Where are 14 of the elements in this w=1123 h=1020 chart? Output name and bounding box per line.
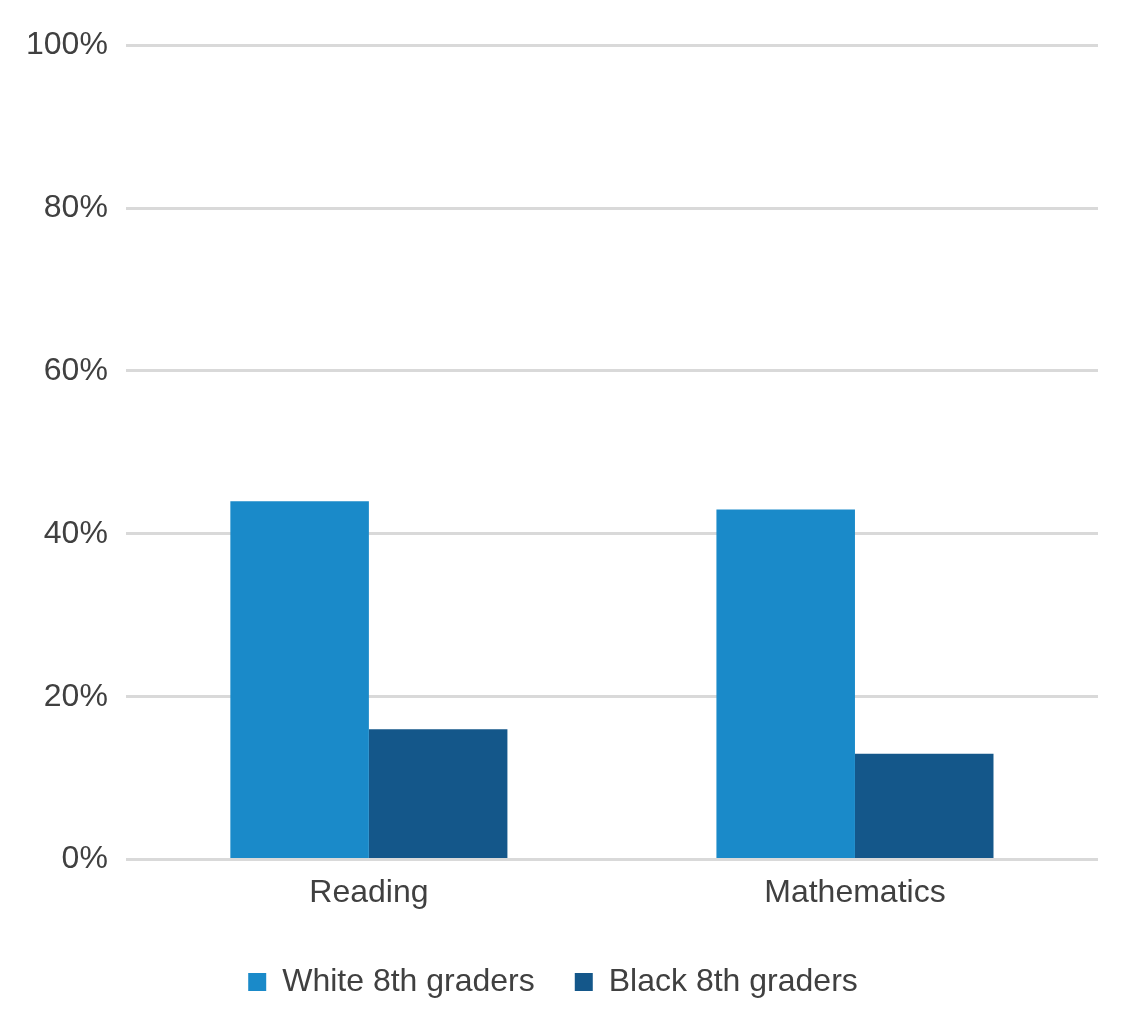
bar — [230, 501, 369, 859]
y-tick-label: 0% — [61, 839, 108, 876]
legend-label: Black 8th graders — [608, 961, 858, 998]
bar — [368, 729, 508, 859]
y-tick-label: 20% — [43, 676, 108, 713]
y-tick-label: 40% — [43, 513, 108, 550]
y-tick-label: 60% — [43, 350, 108, 387]
x-tick-label: Mathematics — [764, 872, 946, 909]
y-tick-label: 80% — [43, 187, 108, 224]
bar — [716, 509, 855, 859]
legend-label: White 8th graders — [282, 961, 535, 998]
bar — [854, 753, 994, 859]
y-tick-label: 100% — [26, 25, 108, 62]
x-tick-label: Reading — [309, 872, 429, 909]
